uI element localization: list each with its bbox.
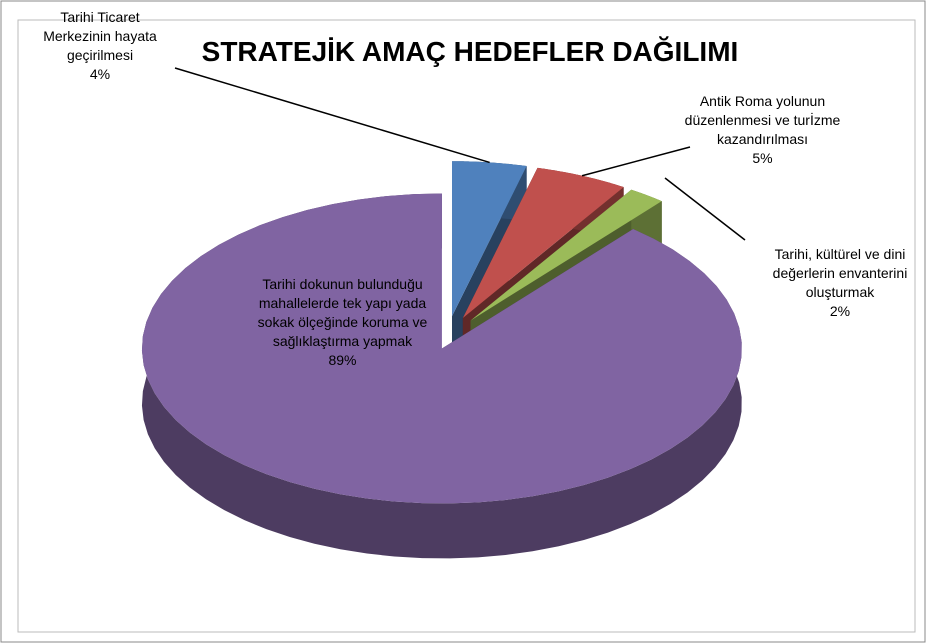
label-value: 5% <box>752 150 773 166</box>
label-text: Tarihi, kültürel ve dini değerlerin enva… <box>772 246 908 300</box>
slice-top <box>141 193 742 504</box>
data-label: Tarihi Ticaret Merkezinin hayata geçiril… <box>30 8 170 84</box>
leader-line <box>581 146 691 177</box>
label-value: 2% <box>829 303 851 319</box>
chart-title: STRATEJİK AMAÇ HEDEFLER DAĞILIMI <box>201 36 739 67</box>
slice-top <box>462 167 624 318</box>
label-text: Antik Roma yolunun düzenlenmesi ve turİz… <box>684 93 841 147</box>
label-text: Tarihi dokunun bulunduğu mahallelerde te… <box>257 276 428 349</box>
data-label: Tarihi dokunun bulunduğu mahallelerde te… <box>240 275 445 370</box>
leader-line <box>174 67 490 164</box>
slice-top <box>452 161 527 317</box>
data-label: Tarihi, kültürel ve dini değerlerin enva… <box>752 245 926 321</box>
leader-line <box>664 177 746 241</box>
label-value: 4% <box>89 66 111 82</box>
slice-top <box>470 189 662 321</box>
data-label: Antik Roma yolunun düzenlenmesi ve turİz… <box>680 92 845 168</box>
label-value: 89% <box>328 352 357 368</box>
plot-frame <box>17 19 916 633</box>
pie-slice <box>141 193 742 559</box>
label-text: Tarihi Ticaret Merkezinin hayata geçiril… <box>43 9 157 63</box>
